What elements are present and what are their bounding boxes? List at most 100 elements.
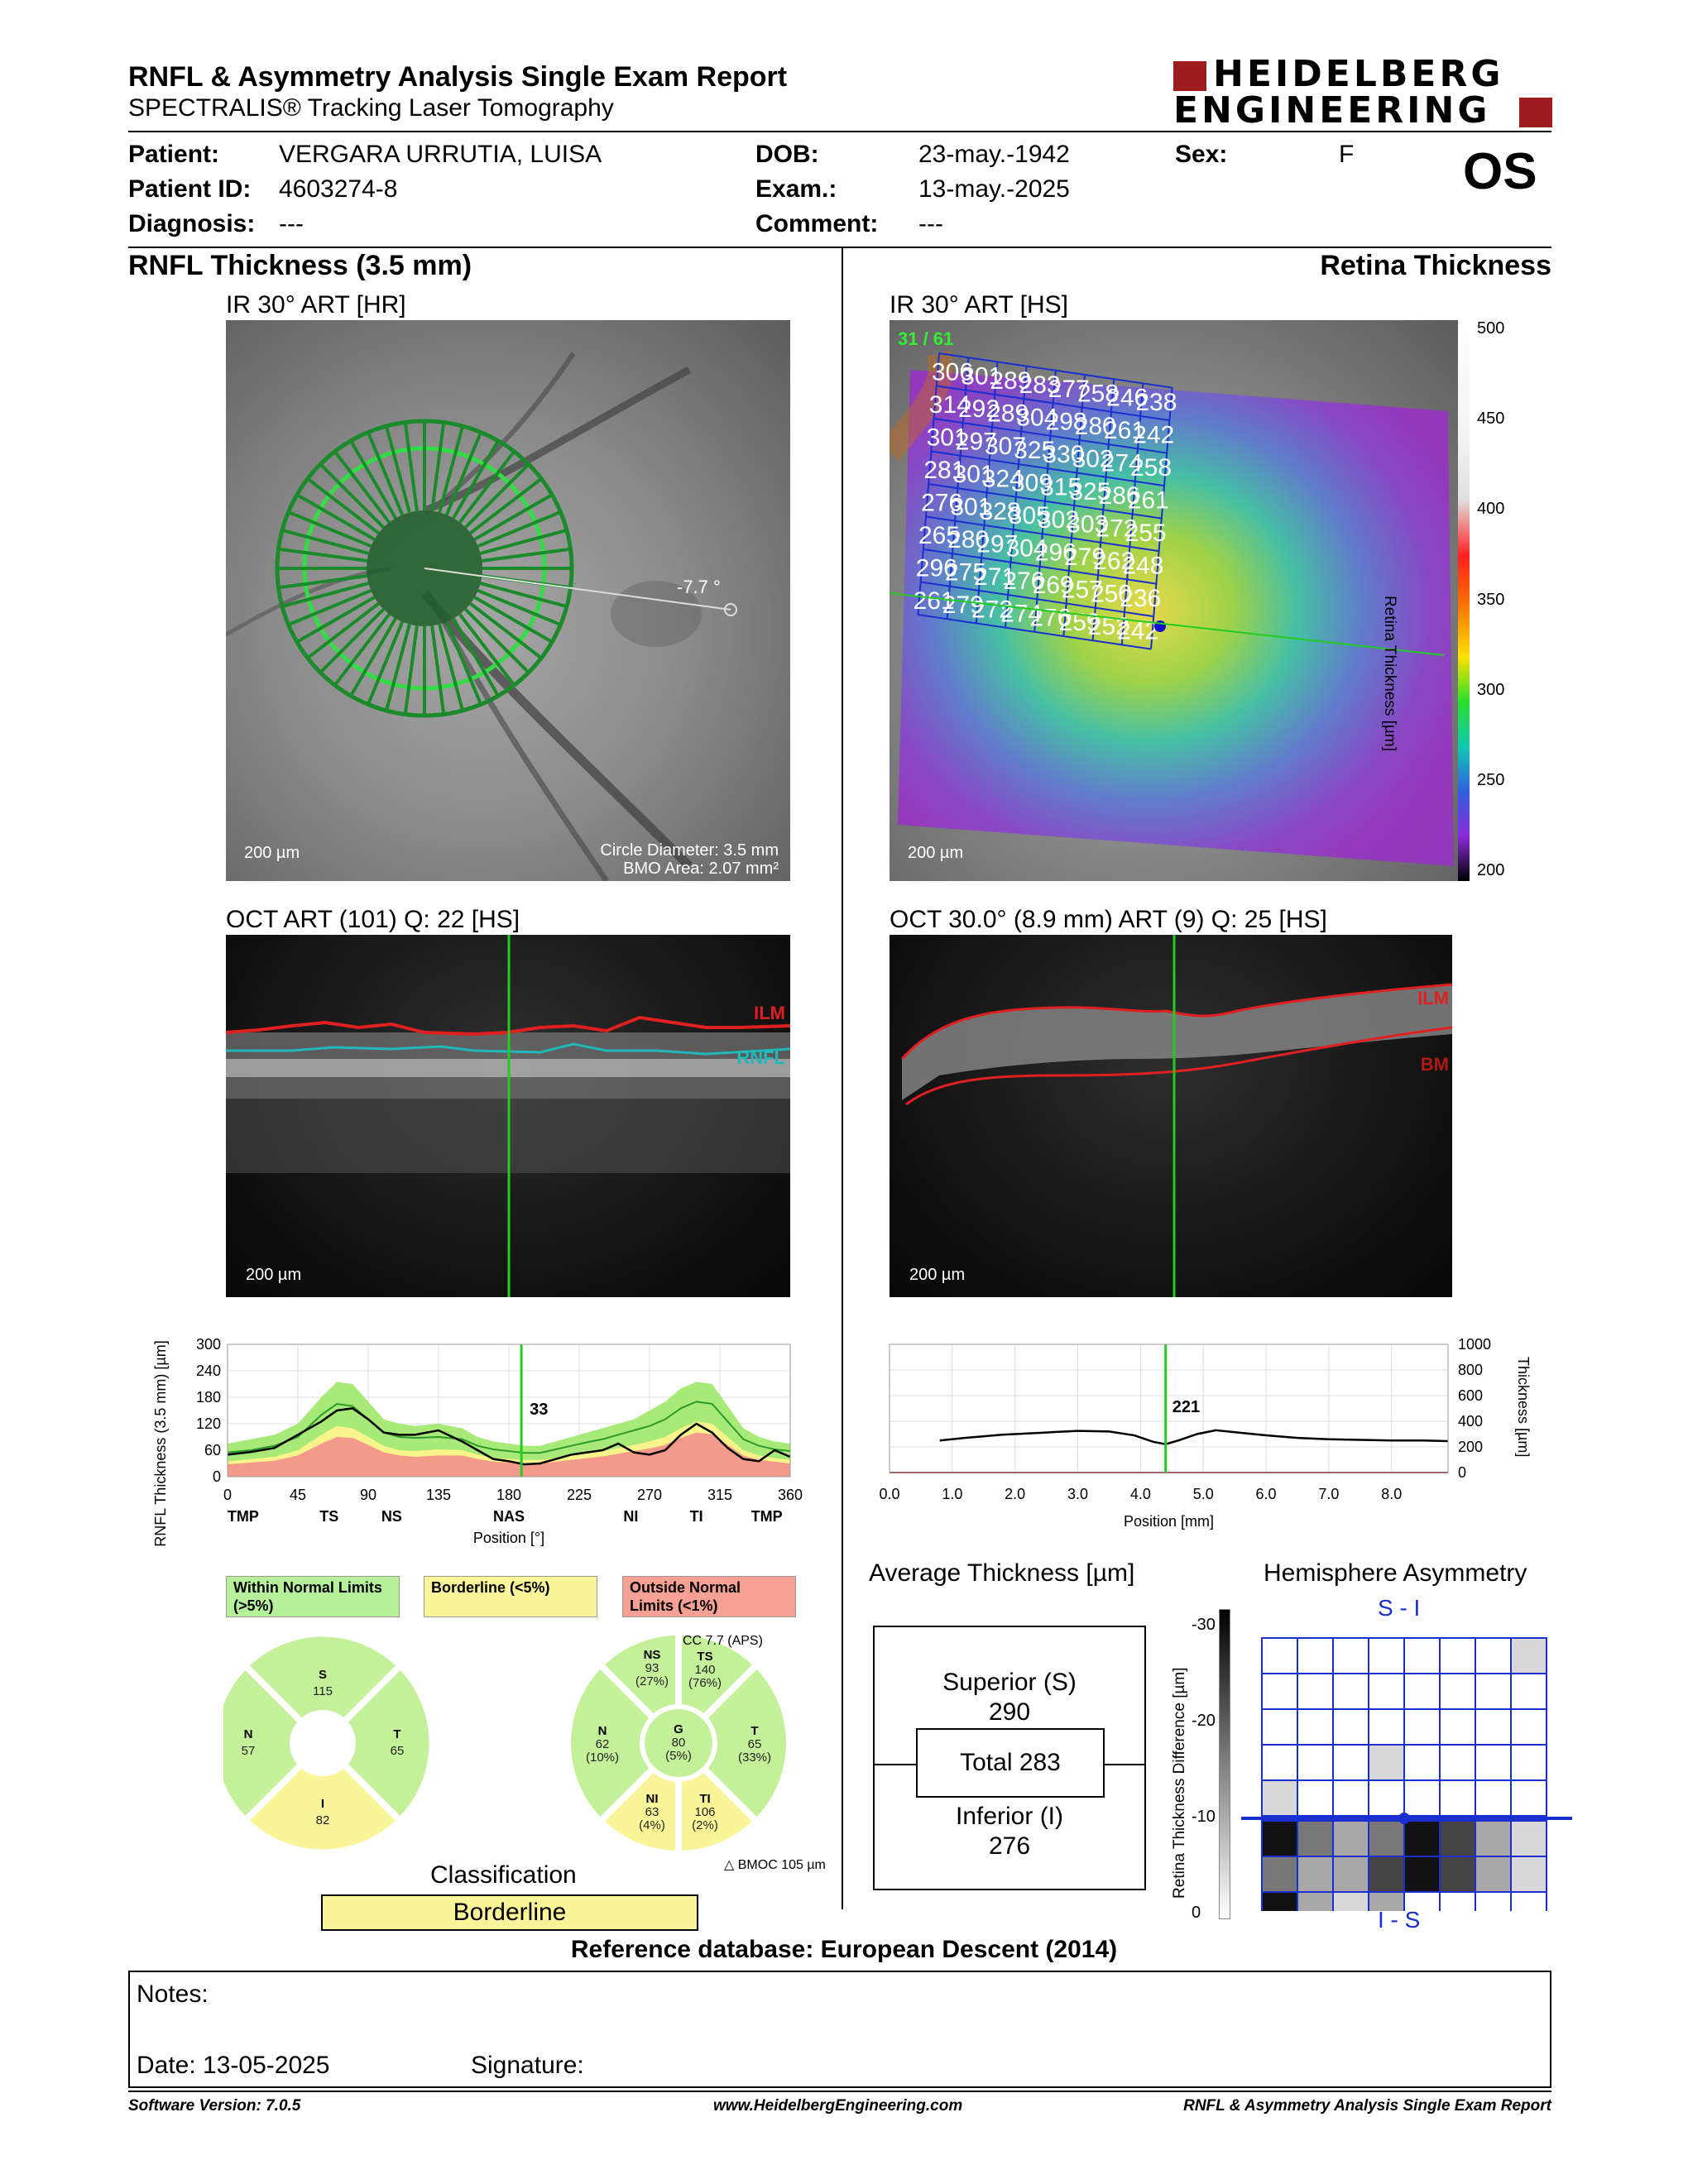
colorbar [1458,320,1470,881]
scan-spoke [480,582,568,609]
hemi-cell [1475,1637,1512,1674]
hemi-cell [1368,1708,1405,1746]
hemi-cell [1297,1820,1334,1857]
hemi-cell [1475,1708,1512,1746]
angle-label: -7.7 ° [677,577,721,597]
hemi-cell [1403,1708,1441,1746]
grid-cell-value: 258 [1077,380,1119,407]
hemi-cell [1439,1891,1476,1911]
grid-cell-value: 328 [980,498,1021,525]
total-value: Total 283 [916,1728,1105,1798]
hemi-cell [1475,1779,1512,1817]
y-tick-label: 600 [1458,1387,1483,1404]
hemi-bottom-label: I - S [1378,1907,1421,1933]
grid-cell-value: 274 [1101,450,1143,477]
scan-spoke [458,450,516,524]
grid-cell-value: 302 [1072,445,1114,472]
scan-spoke [473,596,554,644]
hemi-cell [1368,1779,1405,1817]
scan-spoke [438,624,465,711]
grid-cell-value: 325 [1069,478,1110,505]
hemi-cell [1403,1779,1441,1817]
diagnosis-label: Diagnosis: [128,210,256,237]
hemi-title: Hemisphere Asymmetry [1264,1559,1527,1587]
grid-cell-value: 262 [1093,548,1134,575]
scan-spoke [477,588,562,626]
grid-cell-value: 274 [1000,600,1042,627]
hemi-scale-bar [1219,1609,1230,1919]
classification-label: Classification [430,1861,577,1889]
eye-label: OS [1463,143,1537,200]
grid-line [923,548,1157,585]
sector4-s-value: 115 [313,1684,333,1698]
grid-cell-value: 279 [942,592,984,619]
x-tick-label: 3.0 [1067,1486,1088,1502]
y-tick-label: 400 [1458,1413,1483,1430]
signature-label: Signature: [471,2052,584,2079]
grid-cell-value: 238 [1135,389,1177,416]
sector-axis-label: NAS [493,1508,525,1525]
colorbar-tick: 300 [1477,680,1505,699]
hemi-cell [1368,1891,1405,1911]
x-tick-label: 4.0 [1130,1486,1151,1502]
hemi-cell [1368,1637,1405,1674]
hemi-cell [1332,1856,1369,1893]
scan-spoke [464,608,530,674]
hemi-cell [1297,1673,1334,1710]
hemi-cell [1510,1744,1547,1781]
grid-cell-value: 250 [1091,581,1132,608]
scan-spoke [458,613,516,687]
grid-line [918,614,1152,650]
inferior-value: 276 [988,1832,1031,1860]
grid-cell-value: 289 [987,400,1029,427]
x-tick-label: 7.0 [1318,1486,1339,1502]
ir-fundus-image: -7.7 ° 200 µm Circle Diameter: 3.5 mm BM… [226,320,790,881]
plot-frame [227,1343,791,1478]
scale-bar-left: 200 µm [244,844,300,862]
oct-title-right: OCT 30.0° (8.9 mm) ART (9) Q: 25 [HS] [890,906,1327,933]
grid-cell-value: 315 [1040,474,1081,501]
scan-spoke [287,588,372,626]
grid-cell-value: 248 [1122,552,1163,579]
scan-spoke [287,510,372,548]
scan-spoke [473,493,554,541]
scan-spoke [349,439,397,520]
ir-title-left: IR 30° ART [HR] [226,291,406,318]
oct-bscan-right: ILM BM 200 µm [890,935,1452,1297]
circle-diameter: Circle Diameter: 3.5 mm [600,841,779,860]
hemi-cell [1261,1744,1298,1781]
scan-spoke [403,422,419,511]
grid-cell-value: 297 [976,530,1018,558]
grid-cell-value: 307 [985,433,1026,460]
grid-cell-value: 306 [932,358,973,386]
retina-thickness-map: 306 301 289 283 277 258 246 238 314 292 289 304 298 2… [890,320,1458,881]
hemi-cell [1261,1673,1298,1710]
sector6-g-pct: (5%) [665,1749,692,1763]
plot-frame [889,1343,1449,1473]
hemi-cell [1297,1744,1334,1781]
grid-cell-value: 261 [914,587,955,615]
avg-thickness-box: Superior (S) 290 Total 283 Inferior (I) … [873,1626,1146,1890]
retina-series-line [939,1429,1449,1446]
diagnosis-value: --- [279,210,304,237]
classification-result: Borderline [321,1894,698,1931]
y-tick-label: 60 [204,1442,221,1458]
sector6-ni-value: 63 [645,1805,659,1819]
sector4-n-label: N [244,1727,253,1741]
six-sector-circle: NS 93 (27%) TS 140 (76%) N 62 (10%) G 80… [571,1636,786,1851]
grid-cell-value: 255 [1125,520,1167,547]
scan-spoke [349,617,397,697]
hemi-cell [1475,1673,1512,1710]
x-tick-label: 270 [637,1487,662,1503]
scan-spoke [469,477,543,534]
footer-url: www.HeidelbergEngineering.com [713,2097,963,2115]
hemi-cell [1439,1708,1476,1746]
hemi-cell [1510,1673,1547,1710]
software-version: Software Version: 7.0.5 [128,2097,301,2115]
sector6-ts-label: TS [697,1650,712,1664]
scale-bar-right: 200 µm [908,844,964,862]
hemi-tick: -20 [1192,1712,1216,1730]
grid-cell-value: 301 [927,424,968,451]
x-tick-label: 1.0 [942,1486,962,1502]
scan-spoke [438,425,465,513]
